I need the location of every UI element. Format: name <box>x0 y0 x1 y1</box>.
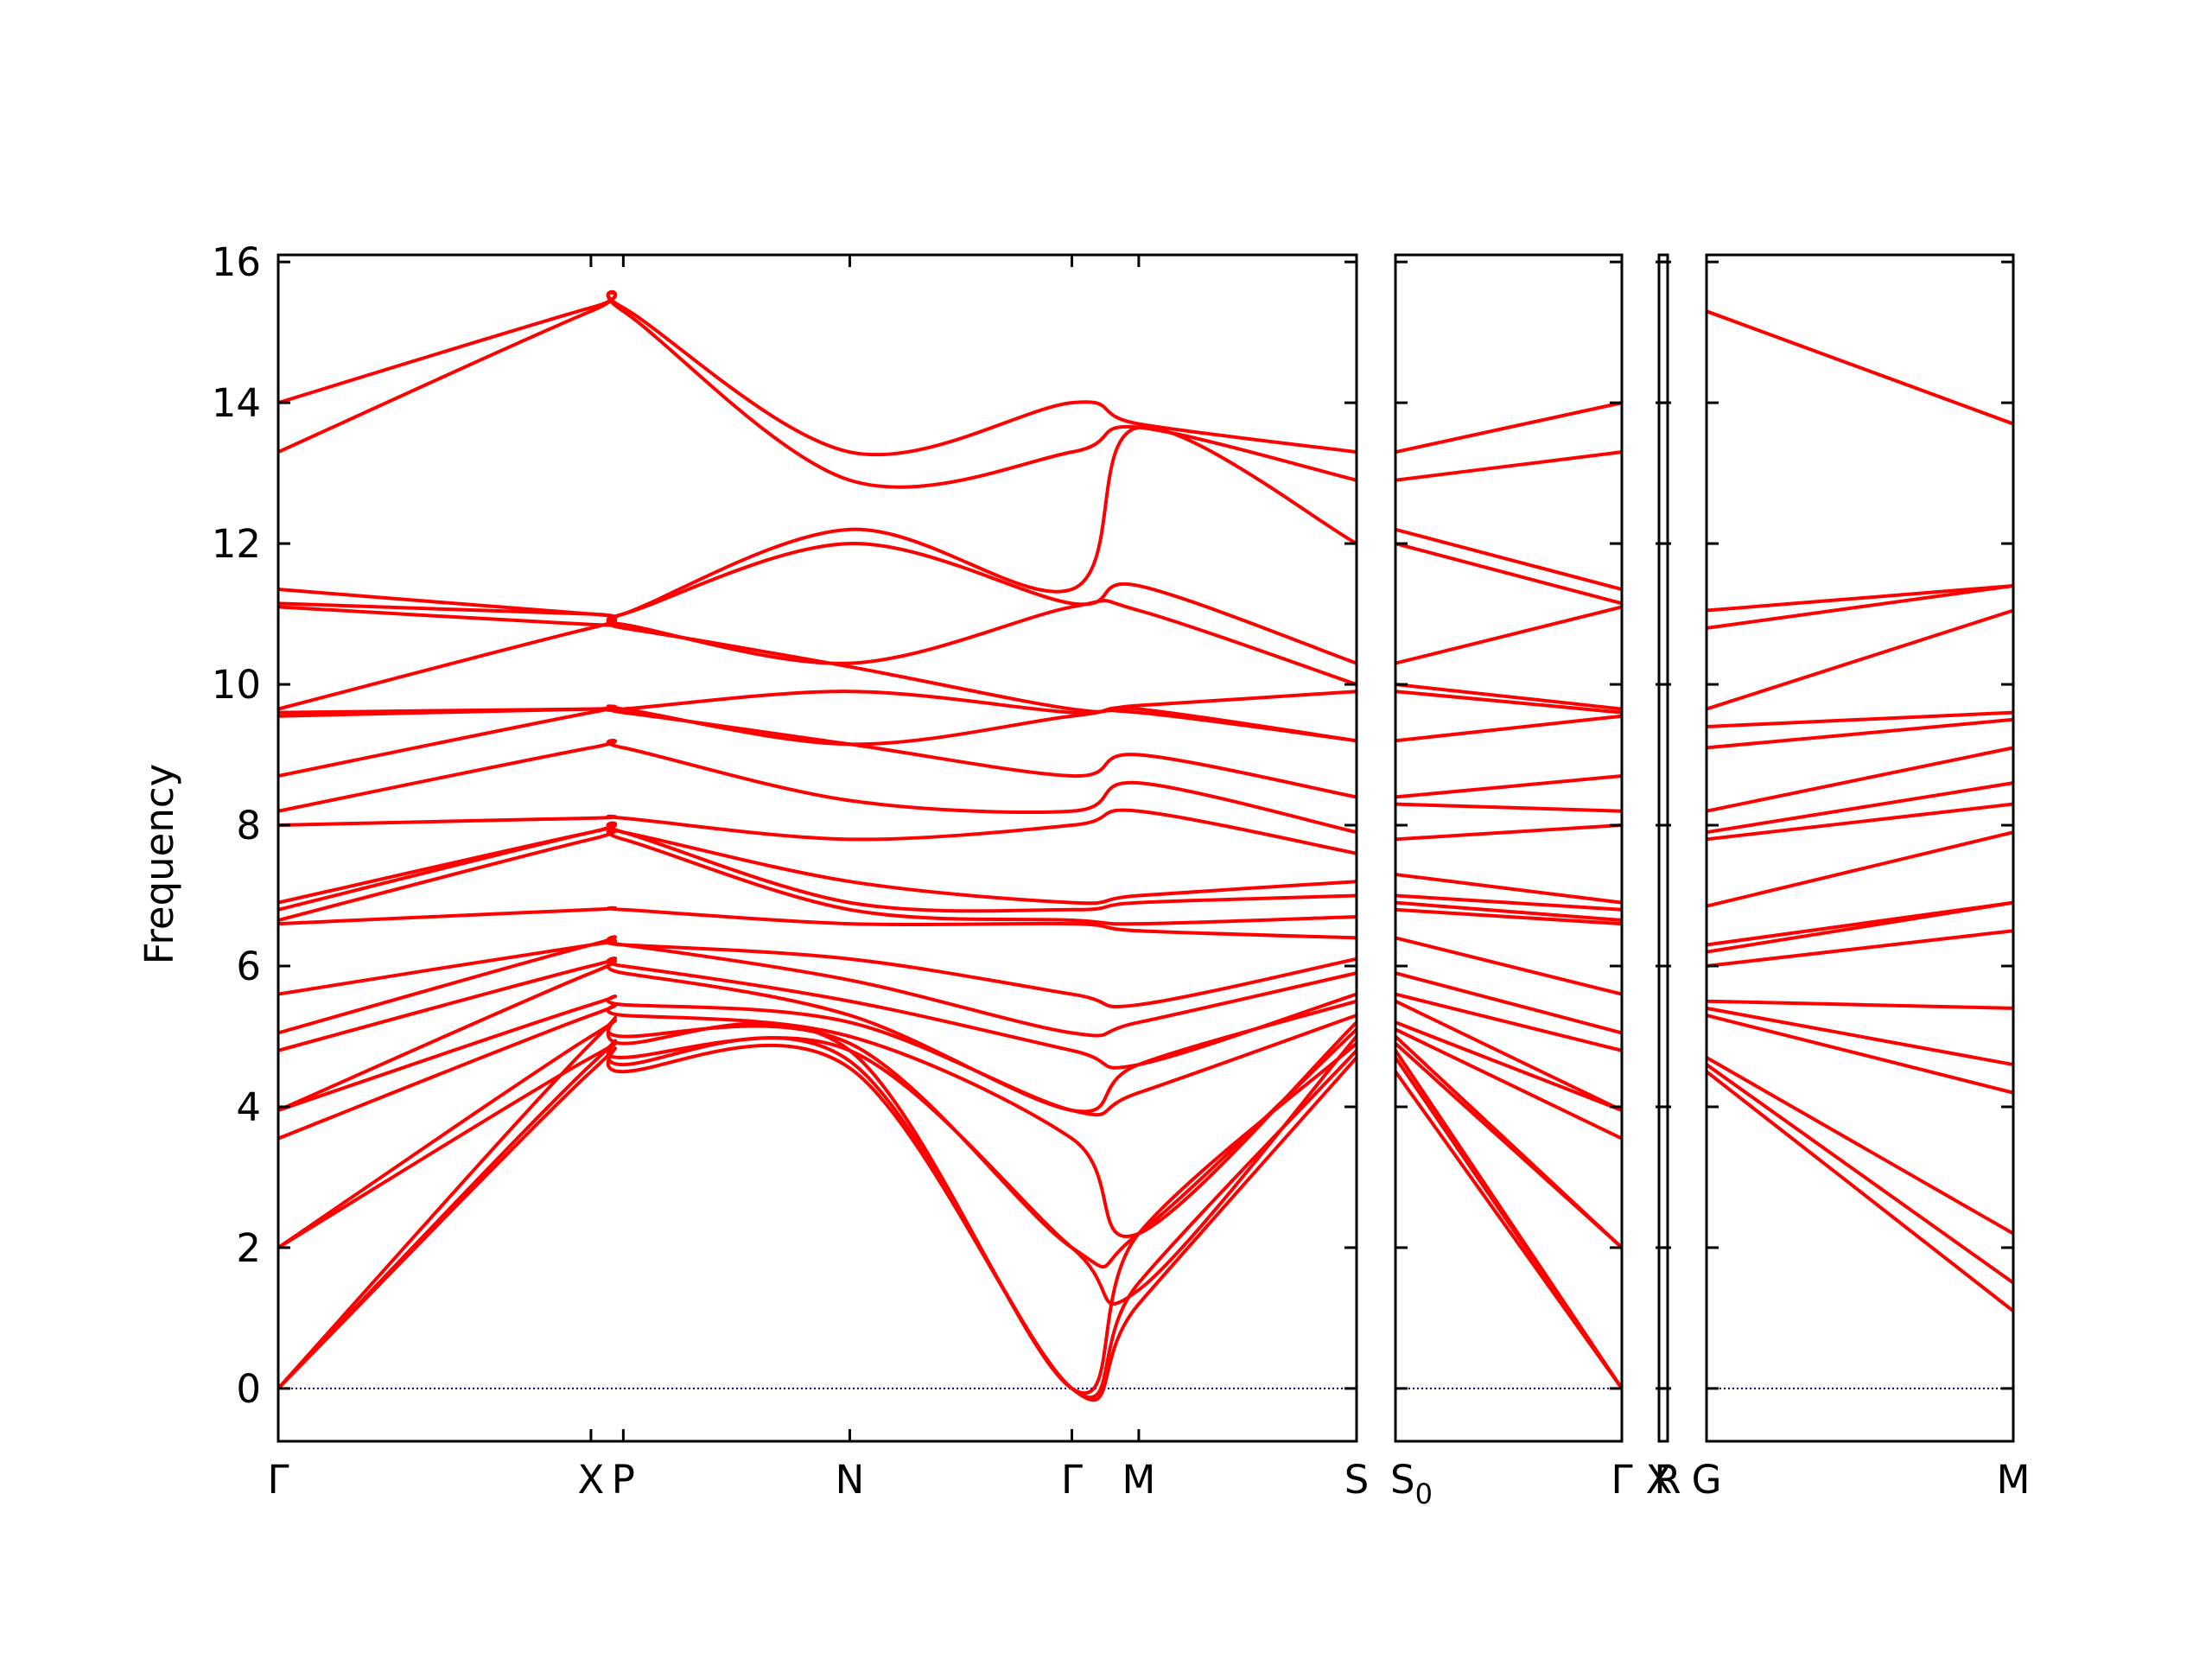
x-tick-label: N <box>836 1457 865 1503</box>
band-line <box>277 828 1357 926</box>
band-line <box>1395 1027 1623 1141</box>
y-tick-label: 12 <box>212 521 261 567</box>
y-axis-label: Frequency <box>137 764 182 964</box>
y-tick-label: 2 <box>236 1225 261 1271</box>
panel-frame <box>276 253 1358 1443</box>
band-line <box>1706 1006 2014 1067</box>
band-line <box>1706 1056 2014 1236</box>
band-line <box>1706 830 2014 908</box>
y-tick-label: 8 <box>236 803 261 849</box>
band-line <box>277 906 1357 940</box>
x-tick-label: R <box>1654 1457 1681 1503</box>
band-line <box>277 738 1357 835</box>
band-line <box>1395 605 1623 665</box>
band-line <box>1395 992 1623 1052</box>
band-line <box>277 994 1357 1117</box>
panel-2: S0 Γ <box>1390 253 1633 1510</box>
band-line <box>276 1043 1358 1402</box>
band-line <box>1706 900 2014 947</box>
band-line <box>277 290 1357 457</box>
band-line <box>276 1036 1358 1400</box>
band-line <box>1706 781 2014 835</box>
band-line <box>1395 971 1623 1035</box>
band-line <box>1705 1070 2015 1313</box>
band-line <box>277 959 1357 1114</box>
y-axis: 0 2 4 6 8 10 12 14 16 <box>212 239 261 1412</box>
band-line <box>277 956 1357 1070</box>
band-line <box>277 935 1357 1038</box>
panel-3: XR <box>1646 253 1681 1503</box>
x-tick-label: M <box>1997 1457 2031 1503</box>
band-line <box>1395 683 1623 711</box>
band-line <box>1705 1063 2015 1285</box>
y-tick-label: 10 <box>212 662 261 708</box>
x-tick-label: Γ <box>1061 1457 1083 1503</box>
band-line <box>1395 773 1623 799</box>
band-line <box>1395 907 1623 926</box>
band-line <box>1395 690 1623 715</box>
band-line <box>1706 802 2014 842</box>
band-line <box>1395 999 1623 1112</box>
x-tick-label: M <box>1122 1457 1155 1503</box>
band-line <box>1395 401 1623 454</box>
y-tick-label: 6 <box>236 944 261 989</box>
band-line <box>1706 710 2014 728</box>
x-tick-label: Γ <box>267 1457 289 1503</box>
band-line <box>1706 1014 2014 1095</box>
band-line <box>1706 746 2014 813</box>
x-tick-label: Γ <box>1611 1457 1632 1503</box>
x-tick-label: S0 <box>1390 1457 1433 1510</box>
y-tick-label: 16 <box>212 239 261 285</box>
band-line <box>1395 450 1623 482</box>
band-line <box>1706 929 2014 968</box>
band-line <box>1395 527 1623 591</box>
band-line <box>277 938 1357 1009</box>
band-line <box>277 289 1357 489</box>
band-line <box>1394 1035 1624 1249</box>
band-line <box>1706 999 2014 1010</box>
panel-frame <box>1705 253 2015 1443</box>
x-tick-label: P <box>612 1457 635 1503</box>
x-tick-label: X <box>578 1457 605 1503</box>
band-line <box>276 1019 1358 1269</box>
band-line <box>277 823 1357 906</box>
band-line <box>1395 900 1623 923</box>
x-tick-label: G <box>1692 1457 1722 1503</box>
x-tick-label: X <box>1646 1457 1673 1503</box>
panel-frame <box>1657 253 1669 1443</box>
band-line <box>1395 873 1623 905</box>
band-line <box>1395 714 1623 743</box>
band-line <box>1706 608 2014 711</box>
band-line <box>277 808 1357 855</box>
band-line <box>1395 802 1623 813</box>
panel-frame <box>1394 253 1624 1443</box>
band-line <box>1395 893 1623 912</box>
band-line <box>1706 717 2014 750</box>
plot-panels: Γ X P N Γ M S S0 Γ XR G M <box>267 253 2031 1510</box>
band-line <box>277 618 1357 714</box>
band-line <box>1706 583 2014 613</box>
y-tick-label: 0 <box>236 1366 261 1412</box>
band-line <box>276 1035 1358 1306</box>
band-line <box>1394 1049 1624 1390</box>
band-line <box>1706 309 2014 426</box>
x-tick-label: S <box>1344 1457 1370 1503</box>
y-tick-label: 14 <box>212 380 261 426</box>
band-line <box>1395 542 1623 606</box>
band-line <box>277 598 1357 686</box>
band-line <box>1395 823 1623 842</box>
band-line <box>277 690 1357 743</box>
band-line <box>1395 936 1623 996</box>
band-line <box>277 425 1357 623</box>
y-tick-label: 4 <box>236 1084 261 1130</box>
band-line <box>277 1003 1358 1238</box>
band-line <box>277 704 1357 799</box>
